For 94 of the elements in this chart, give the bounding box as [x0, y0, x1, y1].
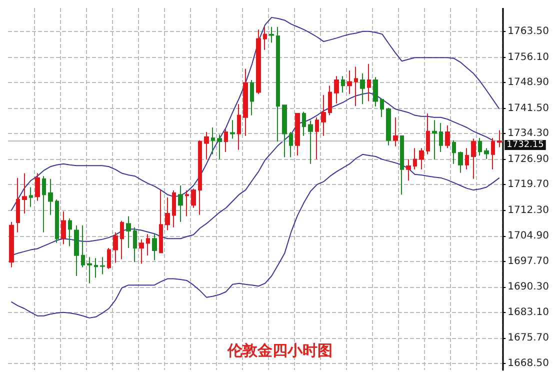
text: 伦敦金四小时图 [226, 342, 332, 360]
y-tick-label: 1690.30 [508, 282, 550, 293]
candlestick [334, 76, 339, 104]
candlestick [491, 137, 495, 170]
candlestick [217, 134, 222, 160]
candlestick [484, 148, 489, 160]
line-series [10, 16, 500, 212]
candlestick [315, 116, 319, 160]
candlestick [211, 127, 215, 155]
candlestick [68, 218, 72, 247]
candlestick [250, 79, 254, 116]
candlestick [354, 66, 358, 107]
y-tick-label: 1712.30 [508, 204, 550, 216]
y-tick-label: 1719.70 [508, 178, 550, 190]
candlestick [139, 238, 144, 264]
y-tick-label: 1683.10 [508, 306, 550, 318]
candlestick [224, 128, 228, 152]
candlestick [439, 122, 443, 152]
candlestick [22, 172, 27, 214]
candlestick [152, 234, 157, 261]
y-tick-label: 1763.50 [508, 26, 550, 37]
candlestick [120, 220, 124, 260]
candlestick [419, 148, 424, 170]
y-tick-label: 1734.30 [508, 128, 550, 139]
candlestick [282, 104, 287, 158]
candlestick [9, 221, 14, 268]
candlestick [42, 176, 46, 233]
y-tick-label: 1668.50 [508, 358, 550, 369]
candlestick [276, 26, 280, 142]
candlestick [445, 124, 450, 149]
candlestick [497, 130, 502, 148]
candlestick [302, 111, 306, 136]
candlestick [113, 232, 118, 264]
candlestick [328, 85, 332, 116]
candlestick [146, 234, 150, 256]
candlestick [185, 190, 189, 217]
candlestick [413, 148, 417, 170]
candlestick [256, 29, 261, 94]
candlestick [81, 224, 85, 268]
candlestick [478, 137, 482, 156]
candlestick [74, 224, 79, 277]
candlestick [29, 186, 33, 208]
candlestick [347, 70, 352, 94]
y-tick-label: 1704.90 [508, 230, 550, 242]
candlestick [230, 120, 235, 140]
candlestick [172, 190, 176, 228]
y-tick-label: 1726.90 [508, 154, 550, 165]
candlestick [360, 72, 365, 105]
candlestick [341, 76, 345, 94]
candlestick [191, 188, 196, 208]
candlestick [386, 107, 391, 146]
candlestick [133, 226, 137, 263]
candlestick [243, 68, 248, 136]
candlestick [165, 196, 170, 231]
candlestick [400, 135, 404, 196]
candlestick [458, 151, 463, 174]
y-tick-label: 1756.10 [508, 52, 550, 63]
ref-line-label: 1732.15 [506, 140, 544, 150]
y-tick-label: 1697.70 [508, 256, 550, 267]
candlestick [94, 258, 98, 278]
candlestick [237, 104, 241, 150]
candlestick [159, 190, 163, 254]
candlestick [432, 120, 437, 160]
candlestick [263, 26, 267, 50]
line-series [10, 154, 500, 318]
y-tick-label: 1741.50 [508, 102, 550, 114]
candlestick [452, 140, 456, 164]
candlestick [308, 120, 313, 164]
candlestick [321, 94, 326, 136]
candlestick [426, 113, 430, 155]
candlestick [61, 210, 66, 245]
candlestick [406, 158, 411, 182]
candlestick [465, 148, 469, 170]
candlestick [48, 178, 53, 216]
candlestick [107, 248, 111, 270]
candlestick [269, 26, 274, 44]
candlestick [16, 177, 20, 233]
y-tick-label: 1748.90 [508, 76, 550, 88]
candlestick [178, 185, 183, 222]
candlestick [295, 113, 300, 156]
candlestick [55, 198, 59, 244]
candlestick [373, 76, 378, 108]
candlestick [393, 116, 398, 147]
candlestick [204, 132, 209, 160]
candlestick [126, 216, 131, 249]
candlestick [289, 132, 293, 158]
y-tick-label: 1675.70 [508, 332, 550, 344]
candlestick [35, 172, 40, 202]
candlestick [198, 140, 202, 216]
candlestick [367, 63, 371, 102]
candlestick [87, 256, 92, 284]
candlestick [471, 138, 476, 180]
candlestick [100, 256, 105, 275]
candlestick [380, 99, 384, 118]
